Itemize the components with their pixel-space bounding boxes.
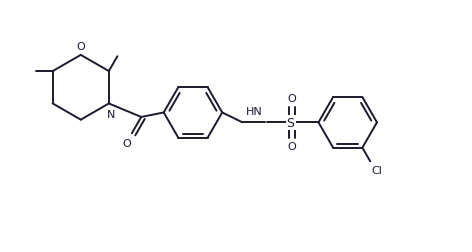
Text: O: O [122,138,131,148]
Text: S: S [287,116,295,129]
Text: N: N [107,109,115,119]
Text: O: O [287,94,296,104]
Text: O: O [287,142,296,152]
Text: HN: HN [246,107,263,117]
Text: O: O [76,42,85,52]
Text: Cl: Cl [371,165,382,175]
